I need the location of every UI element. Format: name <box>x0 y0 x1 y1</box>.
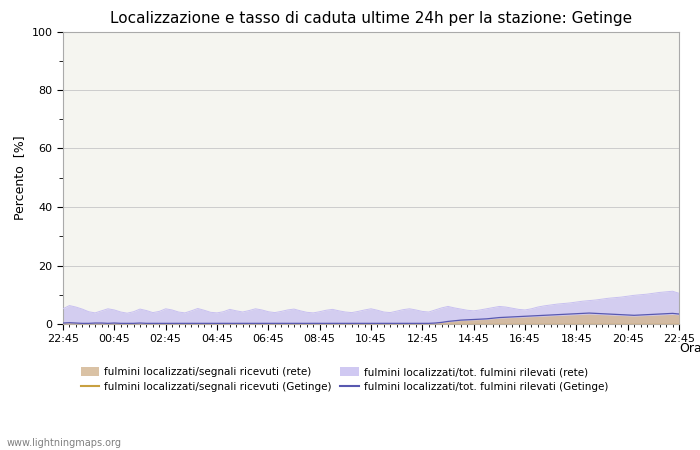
Text: www.lightningmaps.org: www.lightningmaps.org <box>7 438 122 448</box>
Title: Localizzazione e tasso di caduta ultime 24h per la stazione: Getinge: Localizzazione e tasso di caduta ultime … <box>110 11 632 26</box>
Y-axis label: Percento  [%]: Percento [%] <box>13 135 26 220</box>
Legend: fulmini localizzati/segnali ricevuti (rete), fulmini localizzati/segnali ricevut: fulmini localizzati/segnali ricevuti (re… <box>80 367 609 392</box>
Text: Orario: Orario <box>679 342 700 355</box>
